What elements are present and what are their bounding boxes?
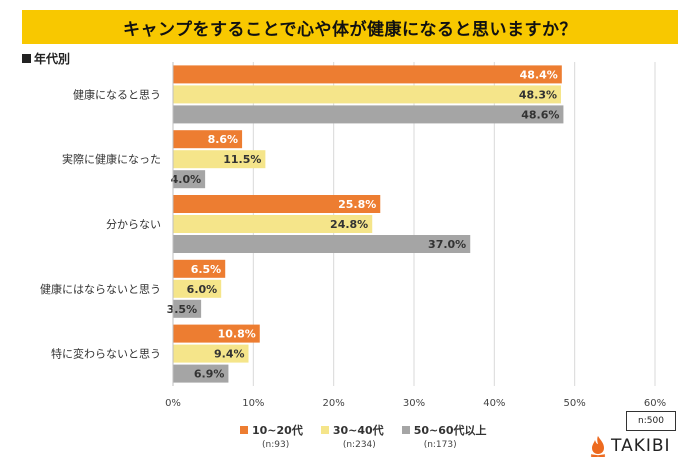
value-label-4-s1: 6.5% — [191, 263, 222, 276]
value-label-4-s2: 6.0% — [187, 283, 218, 296]
value-label-3-s3: 37.0% — [428, 238, 466, 251]
value-label-2-s3: 4.0% — [171, 173, 202, 186]
bar-3-s2 — [173, 215, 373, 233]
sample-size-box: n:500 — [626, 411, 676, 431]
bar-5-s2 — [173, 344, 249, 363]
bar-4-s1 — [173, 259, 226, 278]
legend-swatch-s1 — [240, 426, 248, 434]
legend-label-s3: 50~60代以上 — [413, 424, 487, 437]
sample-size-text: n:500 — [638, 416, 664, 426]
bar-4-s2 — [173, 279, 222, 298]
value-label-2-s1: 8.6% — [208, 133, 239, 146]
brand-name: TAKIBI — [611, 436, 671, 456]
value-label-1-s3: 48.6% — [521, 108, 559, 121]
bar-5-s1 — [173, 324, 260, 343]
legend-n-s2: (n:234) — [342, 440, 376, 450]
value-label-5-s3: 6.9% — [194, 368, 225, 381]
bar-1-s2 — [173, 85, 562, 104]
x-tick-label-0: 0% — [165, 398, 181, 409]
legend-item-s3: 50~60代以上 (n:173) — [401, 422, 487, 450]
takibi-logo: TAKIBI — [589, 435, 671, 457]
value-label-5-s1: 10.8% — [218, 328, 256, 341]
bar-2-s3 — [173, 170, 206, 189]
value-label-1-s2: 48.3% — [519, 88, 557, 101]
legend-label-s2: 30~40代 — [332, 424, 384, 437]
bar-4-s3 — [173, 299, 202, 318]
category-label-3: 分からない — [106, 218, 161, 231]
category-label-5: 特に変わらないと思う — [51, 347, 161, 361]
legend-item-s1: 10~20代 (n:93) — [240, 422, 303, 450]
category-label-2: 実際に健康になった — [62, 152, 161, 166]
category-label-4: 健康にはならないと思う — [40, 282, 161, 296]
x-tick-label-60: 60% — [644, 398, 666, 409]
legend-swatch-s2 — [320, 426, 329, 434]
bar-1-s3 — [173, 105, 564, 124]
bar-3-s1 — [173, 195, 381, 213]
legend: 10~20代 (n:93) 30~40代 (n:234) 50~60代以上 (n… — [240, 422, 487, 450]
value-label-3-s2: 24.8% — [330, 218, 368, 231]
value-label-2-s2: 11.5% — [223, 153, 261, 166]
campfire-icon — [590, 436, 606, 457]
x-tick-label-40: 40% — [483, 398, 505, 409]
legend-label-s1: 10~20代 — [252, 424, 303, 437]
category-label-1: 健康になると思う — [73, 87, 161, 101]
x-tick-label-30: 30% — [403, 398, 425, 409]
value-label-3-s1: 25.8% — [338, 198, 376, 211]
value-label-5-s2: 9.4% — [214, 348, 245, 361]
square-bullet-icon — [22, 54, 31, 63]
subtitle: 年代別 — [22, 50, 70, 67]
bar-1-s1 — [173, 65, 562, 84]
value-label-1-s1: 48.4% — [520, 68, 558, 81]
legend-swatch-s3 — [401, 426, 410, 434]
legend-n-s1: (n:93) — [262, 440, 290, 450]
bar-3-s3 — [173, 235, 471, 253]
bar-5-s3 — [173, 364, 229, 383]
bar-2-s2 — [173, 150, 266, 169]
x-tick-label-20: 20% — [323, 398, 345, 409]
legend-n-s3: (n:173) — [423, 440, 457, 450]
chart-title-bar: キャンプをすることで心や体が健康になると思いますか？ — [22, 10, 678, 44]
bar-2-s1 — [173, 130, 243, 149]
chart-title: キャンプをすることで心や体が健康になると思いますか？ — [123, 19, 577, 40]
x-tick-label-10: 10% — [242, 398, 264, 409]
x-tick-label-50: 50% — [564, 398, 586, 409]
value-label-4-s3: 3.5% — [167, 303, 198, 316]
legend-item-s2: 30~40代 (n:234) — [320, 422, 384, 450]
subtitle-text: 年代別 — [34, 52, 71, 66]
